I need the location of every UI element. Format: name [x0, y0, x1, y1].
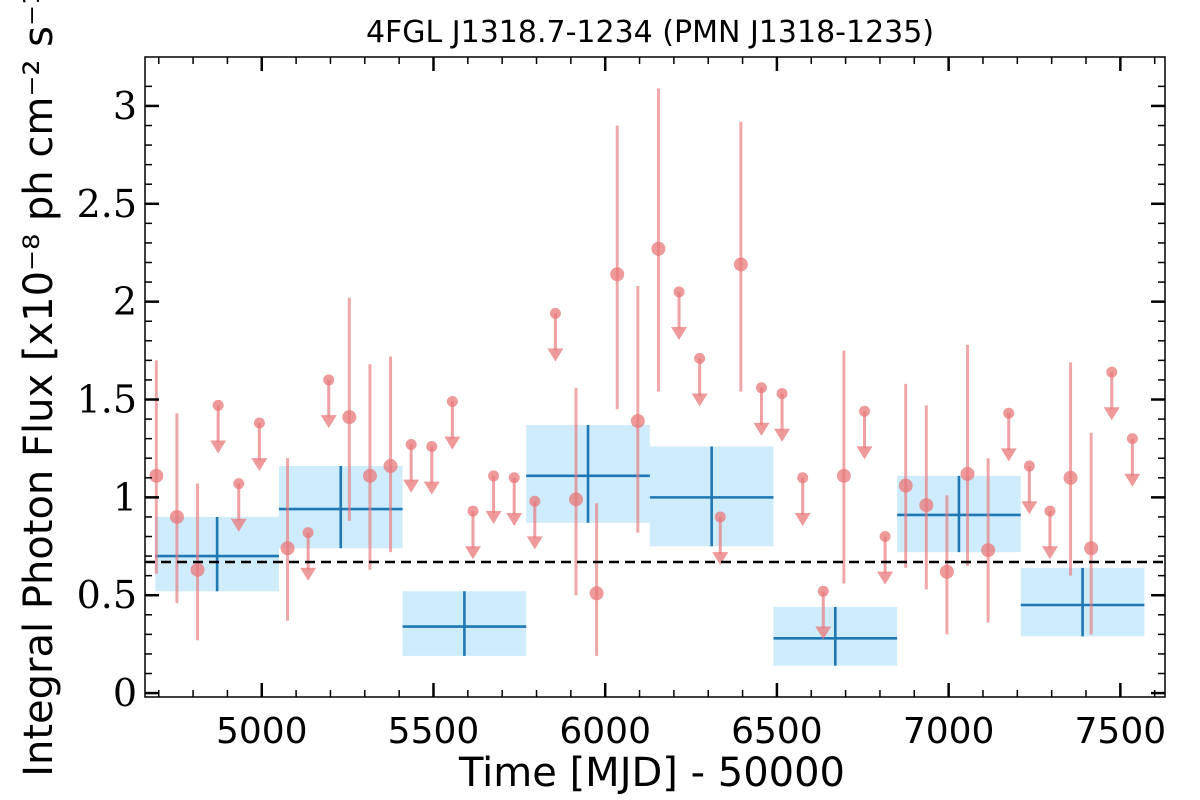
detection-point [1063, 470, 1078, 485]
x-tick-label: 7500 [1075, 711, 1167, 752]
upper-limit-arrow [815, 626, 832, 640]
upper-limit-arrow [753, 422, 770, 436]
y-tick-label: 3 [113, 84, 137, 128]
plot-frame [144, 56, 1166, 698]
upper-limit-arrow [403, 479, 420, 493]
x-tick-label: 5500 [388, 711, 480, 752]
plot-data-group [145, 88, 1165, 666]
x-tick-label: 7000 [903, 711, 995, 752]
y-tick-label: 0 [113, 671, 137, 715]
y-tick-label: 1 [113, 475, 137, 519]
detection-point [383, 459, 398, 474]
detection-point [960, 466, 975, 481]
upper-limit-arrow [671, 327, 688, 341]
upper-limit-arrow [1021, 501, 1038, 515]
upper-limit-arrow [320, 415, 337, 429]
detection-point [981, 543, 996, 558]
upper-limit-arrow [251, 458, 268, 472]
upper-limit-arrow [794, 512, 811, 526]
detection-point [280, 541, 295, 556]
upper-limit-arrow [526, 536, 543, 550]
detection-point [919, 498, 934, 513]
detection-point [362, 468, 377, 483]
detection-point [149, 468, 164, 483]
detection-point [939, 564, 954, 579]
upper-limit-arrow [691, 393, 708, 407]
detection-point [836, 468, 851, 483]
detection-point [1084, 541, 1099, 556]
detection-point [651, 241, 666, 256]
upper-limit-arrow [210, 440, 227, 454]
upper-limit-arrow [230, 518, 247, 532]
x-tick-label: 5000 [216, 711, 308, 752]
upper-limit-arrow [712, 552, 729, 566]
upper-limit-arrow [856, 446, 873, 460]
y-tick-label: 2 [113, 280, 137, 324]
y-tick-label: 1.5 [77, 378, 137, 422]
detection-point [630, 414, 645, 429]
upper-limit-arrow [877, 571, 894, 585]
detection-point [169, 509, 184, 524]
detection-point [898, 478, 913, 493]
plot-area: 5000 5500 6000 6500 7000 7500 0 0.5 1 1.5 2 2.5 3 [77, 56, 1167, 752]
upper-limit-arrow [300, 567, 317, 581]
upper-limit-arrow [464, 546, 481, 560]
y-tick-label: 0.5 [77, 573, 137, 617]
upper-limit-arrow [1103, 407, 1120, 421]
upper-limit-arrow [485, 510, 502, 524]
y-axis-label: Integral Photon Flux [x10⁻⁸ ph cm⁻² s⁻¹] [16, 0, 62, 777]
upper-limit-arrow [1041, 546, 1058, 560]
upper-limit-arrow [506, 512, 523, 526]
x-tick-label: 6000 [559, 711, 651, 752]
detection-point [733, 257, 748, 272]
detection-point [342, 410, 357, 425]
detection-point [190, 562, 205, 577]
upper-limit-arrow [444, 436, 461, 450]
detection-point [589, 586, 604, 601]
y-tick-label: 2.5 [77, 182, 137, 226]
x-tick-label: 6500 [731, 711, 823, 752]
detection-point [610, 267, 625, 282]
upper-limit-marker [1044, 505, 1056, 517]
chart-title: 4FGL J1318.7-1234 (PMN J1318-1235) [366, 15, 934, 50]
upper-limit-arrow [1000, 448, 1017, 462]
detection-point [569, 492, 584, 507]
upper-limit-arrow [547, 348, 564, 362]
upper-limit-marker [467, 505, 479, 517]
upper-limit-arrow [774, 428, 791, 442]
x-axis-label: Time [MJD] - 50000 [458, 750, 845, 796]
upper-limit-arrow [423, 481, 440, 495]
upper-limit-arrow [1124, 473, 1141, 487]
